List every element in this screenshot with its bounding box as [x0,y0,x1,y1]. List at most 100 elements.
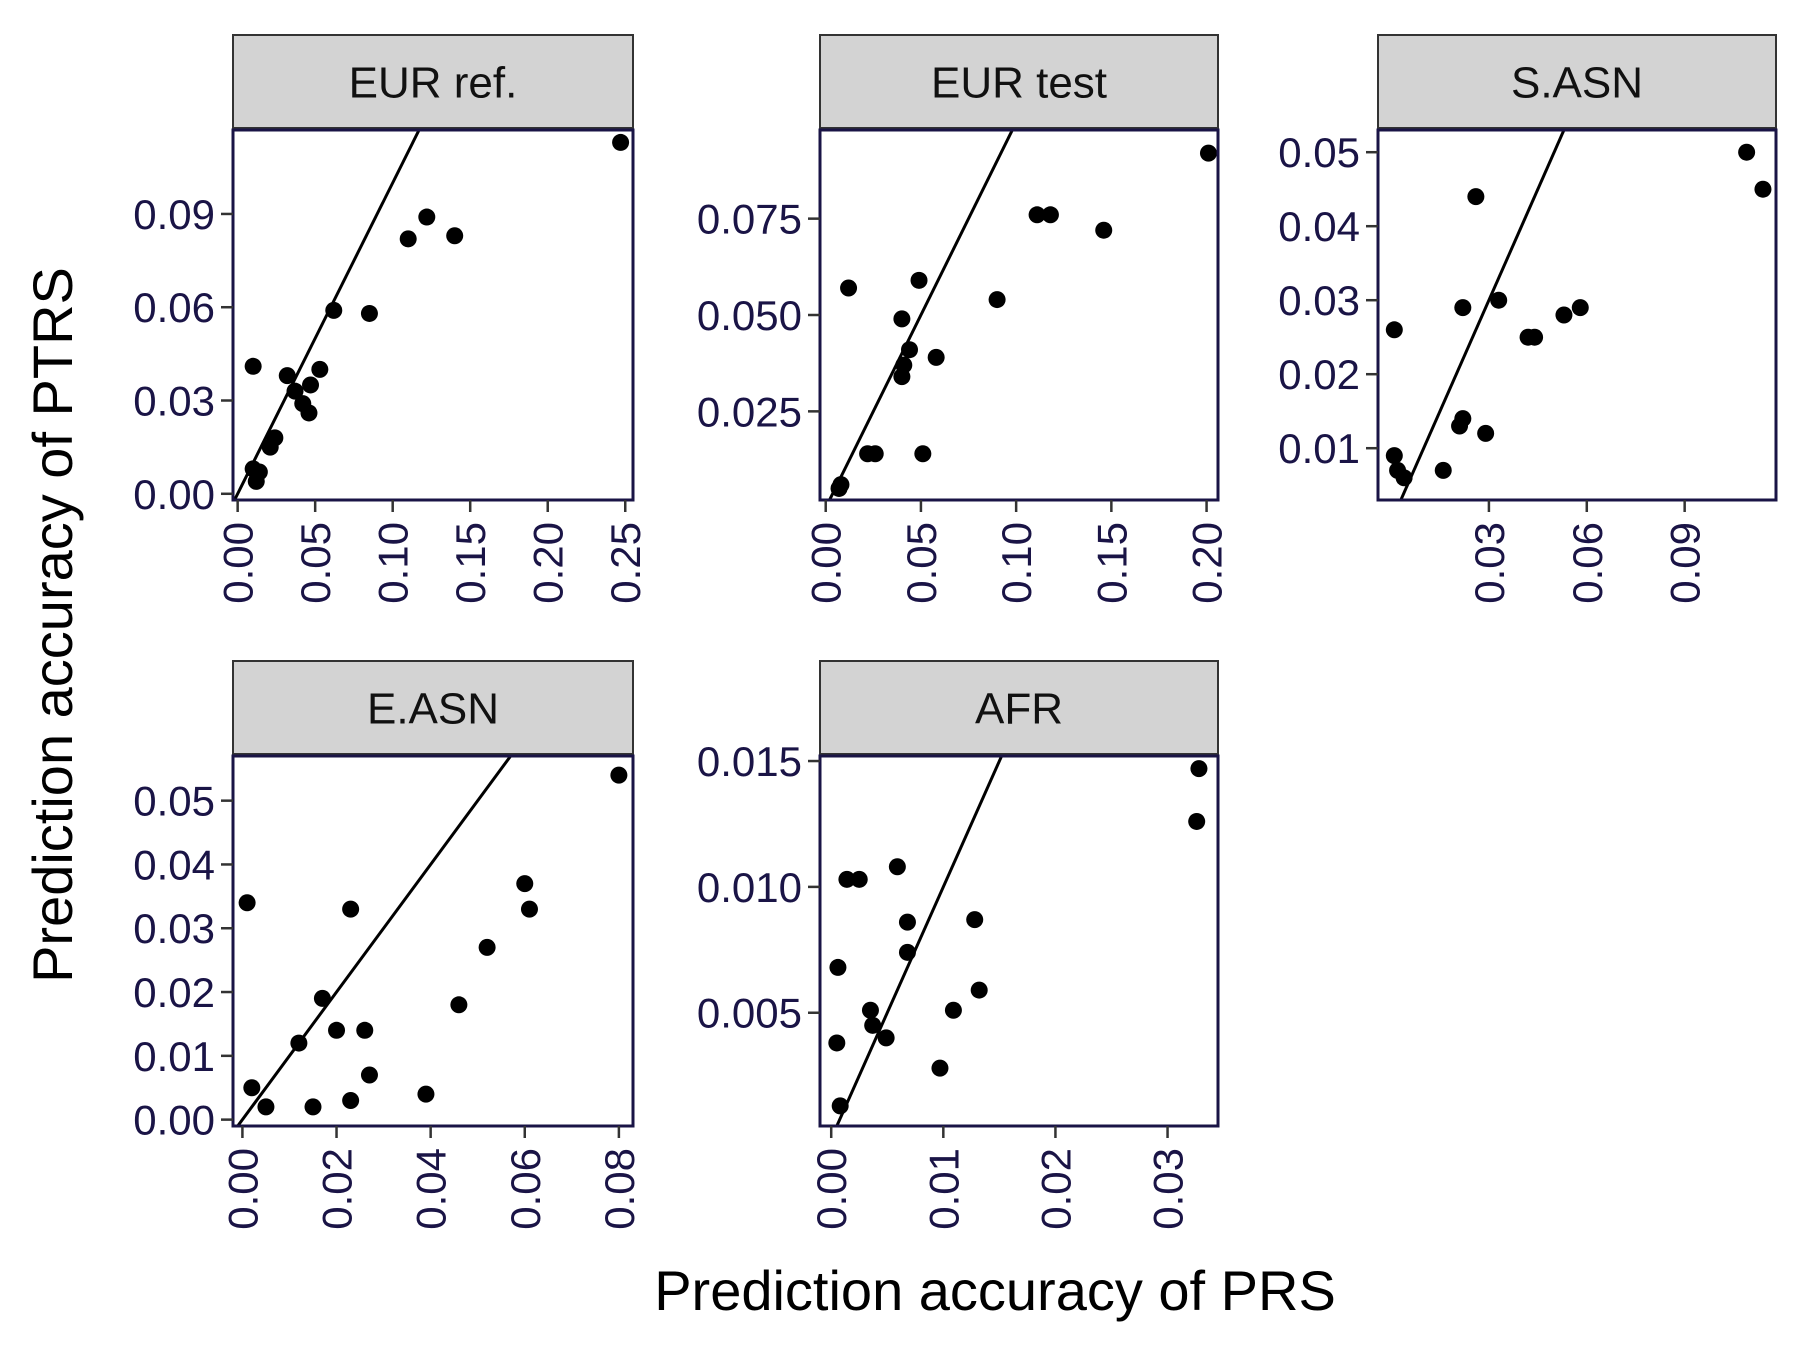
panel-3: E.ASN 0.00 0.01 0.02 0.03 0.04 0.05 0.00 0.02 0.0… [133,660,643,1230]
y-tick-label: 0.01 [133,1033,215,1080]
data-point [313,989,331,1007]
y-tick-label: 0.03 [133,378,215,425]
data-point [304,1098,322,1116]
panel-4: AFR 0.005 0.010 0.015 0.00 0.01 0.02 0.03 [697,660,1220,1230]
data-point [1477,424,1495,442]
data-point [910,271,928,289]
data-point [238,894,256,912]
data-point [927,348,945,366]
x-axis-title: Prediction accuracy of PRS [654,1259,1336,1322]
x-tick-label: 0.15 [1088,522,1135,604]
panel-title: E.ASN [367,685,499,734]
data-point [1041,206,1059,224]
data-point [516,875,534,893]
y-tick-label: 0.00 [133,1097,215,1144]
x-tick-label: 0.06 [502,1148,549,1230]
y-tick-label: 0.02 [1278,351,1360,398]
y-tick-label: 0.050 [697,292,802,339]
data-point [944,1001,962,1019]
data-point [861,1001,879,1019]
x-tick-label: 0.05 [898,522,945,604]
data-point [1028,206,1046,224]
x-tick-label: 0.08 [596,1148,643,1230]
data-point [244,357,262,375]
data-point [610,766,628,784]
x-tick-label: 0.02 [314,1148,361,1230]
panel-border [231,754,635,1128]
y-tick-label: 0.03 [133,905,215,952]
data-point [418,208,436,226]
panel-2: S.ASN 0.01 0.02 0.03 0.04 0.05 0.03 0.06 0.09 [1278,34,1778,604]
panel-1: EUR test 0.025 0.050 0.075 0.00 0.05 0.10 0.15 0… [697,34,1231,604]
panel-strip [819,34,1219,129]
panel-border [1376,128,1778,502]
x-tick-label: 0.10 [370,522,417,604]
data-point [866,445,884,463]
data-point [446,227,464,245]
data-point [914,445,932,463]
panel-title: EUR test [931,59,1107,108]
x-tick-label: 0.05 [292,522,339,604]
data-point [830,479,848,497]
panel-border [818,754,1220,1128]
data-point [243,1079,261,1097]
panel-title: AFR [975,685,1063,734]
x-tick-label: 0.09 [1662,522,1709,604]
data-point [898,943,916,961]
y-tick-label: 0.05 [133,778,215,825]
panel-strip [232,34,634,129]
y-tick-label: 0.06 [133,284,215,331]
data-point [278,367,296,385]
data-point [1519,328,1537,346]
data-point [1490,291,1508,309]
panel-strip [1377,34,1777,129]
x-tick-label: 0.02 [1032,1148,1079,1230]
data-point [1571,299,1589,317]
panel-strip [819,660,1219,755]
data-point [1385,447,1403,465]
data-point [342,1091,360,1109]
data-point [612,133,630,151]
data-point [828,1034,846,1052]
y-tick-label: 0.05 [1278,129,1360,176]
x-tick-label: 0.03 [1145,1148,1192,1230]
data-point [970,981,988,999]
identity-line [1399,130,1566,500]
panel-strip [232,660,634,755]
data-point [342,900,360,918]
x-tick-label: 0.20 [1184,522,1231,604]
panels-group: EUR ref. 0.00 0.03 0.06 0.09 0.00 0.05 0.10 0.15… [133,34,1778,1230]
y-tick-label: 0.010 [697,864,802,911]
y-tick-label: 0.02 [133,969,215,1016]
data-point [1754,180,1772,198]
y-tick-label: 0.04 [133,841,215,888]
data-point [966,911,984,929]
data-point [1738,143,1756,161]
x-tick-label: 0.15 [447,522,494,604]
data-point [893,310,911,328]
identity-line [827,130,1015,500]
data-point [931,1059,949,1077]
x-tick-label: 0.03 [1466,522,1513,604]
x-tick-label: 0.01 [920,1148,967,1230]
data-point [1199,144,1217,162]
data-point [1434,461,1452,479]
identity-line [233,130,421,500]
identity-line [835,756,1004,1126]
data-point [261,438,279,456]
data-point [1188,812,1206,830]
panel-title: EUR ref. [349,59,518,108]
data-point [840,279,858,297]
panel-border [818,128,1220,502]
x-tick-label: 0.00 [803,522,850,604]
data-point [520,900,538,918]
data-point [360,1066,378,1084]
data-point [250,463,268,481]
data-point [478,938,496,956]
y-tick-label: 0.075 [697,196,802,243]
data-point [450,996,468,1014]
data-point [311,360,329,378]
data-point [294,395,312,413]
data-point [850,870,868,888]
